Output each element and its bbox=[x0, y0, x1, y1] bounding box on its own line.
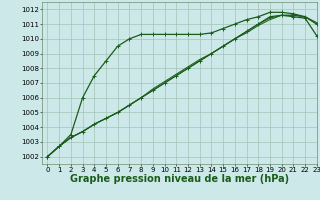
X-axis label: Graphe pression niveau de la mer (hPa): Graphe pression niveau de la mer (hPa) bbox=[70, 174, 289, 184]
